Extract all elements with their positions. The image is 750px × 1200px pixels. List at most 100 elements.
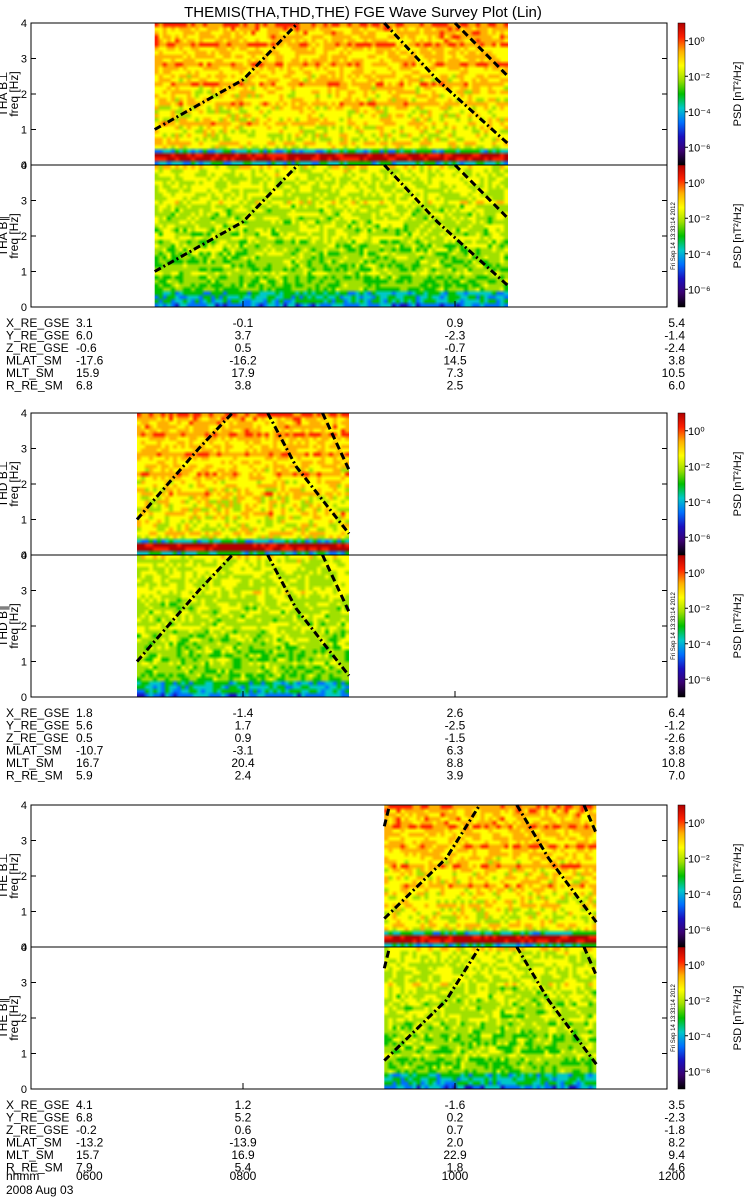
ephemeris-value: 3.5 xyxy=(668,1098,685,1112)
ephemeris-value: 2.5 xyxy=(447,379,464,393)
ephemeris-value: 15.9 xyxy=(76,366,100,380)
panel-label: THE B⊥ xyxy=(0,853,10,899)
ephemeris-value: 5.6 xyxy=(76,719,93,733)
ephemeris-value: -1.6 xyxy=(445,1098,466,1112)
ephemeris-value: 5.4 xyxy=(668,316,685,330)
freq-axis-label: freq [Hz] xyxy=(7,995,21,1040)
time-tick-label: 1200 xyxy=(658,1169,685,1183)
date-label: 2008 Aug 03 xyxy=(6,1183,74,1197)
model-frequency-curve xyxy=(383,21,510,145)
ephemeris-value: 1.8 xyxy=(447,1161,464,1175)
model-frequency-curve xyxy=(515,946,598,1066)
freq-tick-label: 2 xyxy=(21,871,27,883)
ephemeris-value: 5.9 xyxy=(76,769,93,783)
ephemeris-value: 14.5 xyxy=(443,354,467,368)
freq-tick-label: 2 xyxy=(21,231,27,243)
ephemeris-row-label: MLT_SM xyxy=(6,1148,54,1162)
colorbar-label: PSD [nT²/Hz] xyxy=(732,594,744,659)
ephemeris-value: 6.8 xyxy=(76,1111,93,1125)
time-tick-label: 0800 xyxy=(230,1169,257,1183)
freq-tick-label: 4 xyxy=(21,408,27,420)
ephemeris-value: -0.1 xyxy=(233,316,254,330)
freq-tick-label: 0 xyxy=(21,302,27,314)
ephemeris-row-label: MLAT_SM xyxy=(6,744,62,758)
model-frequency-curve xyxy=(266,412,351,535)
colorbar-tick-label: 10⁻² xyxy=(688,71,710,83)
freq-tick-label: 4 xyxy=(21,800,27,812)
ephemeris-value: 7.0 xyxy=(668,769,685,783)
panel-label: THA B∥ xyxy=(0,216,10,257)
freq-tick-label: 3 xyxy=(21,586,27,598)
ephemeris-value: 3.1 xyxy=(76,316,93,330)
freq-tick-label: 1 xyxy=(21,657,27,669)
ephemeris-value: -1.2 xyxy=(664,719,685,733)
ephemeris-value: 7.9 xyxy=(76,1161,93,1175)
ephemeris-value: 0.2 xyxy=(447,1111,464,1125)
ephemeris-value: -10.7 xyxy=(76,744,104,758)
ephemeris-row-label: Y_RE_GSE xyxy=(6,329,69,343)
ephemeris-value: 6.0 xyxy=(668,379,685,393)
colorbar-tick-label: 10⁰ xyxy=(688,818,705,830)
panel-label: THE B∥ xyxy=(0,997,10,1038)
ephemeris-value: 3.8 xyxy=(235,379,252,393)
ephemeris-row-label: X_RE_GSE xyxy=(6,316,69,330)
spectrogram-panel: 0 1 2 3 4 freq [Hz]THD B∥ 10⁰ 10⁻² 10⁻⁴ 10⁻⁶ PSD [… xyxy=(0,550,744,704)
ephemeris-value: 10.8 xyxy=(662,756,686,770)
freq-tick-label: 1 xyxy=(21,1049,27,1061)
colorbar-tick-label: 10⁻² xyxy=(688,995,710,1007)
spectrogram-panel: 0 1 2 3 4 freq [Hz]THA B⊥ 10⁰ 10⁻² 10⁻⁴ 10⁻⁶ PSD [… xyxy=(0,18,744,172)
model-frequency-curve xyxy=(582,804,598,834)
spectrogram-image xyxy=(154,23,508,165)
ephemeris-value: 2.0 xyxy=(447,1136,464,1150)
ephemeris-value: -1.8 xyxy=(664,1123,685,1137)
spectrogram-panel: 0 1 2 3 4 freq [Hz]THE B⊥ 10⁰ 10⁻² 10⁻⁴ 10⁻⁶ PSD [… xyxy=(0,800,744,954)
freq-tick-label: 3 xyxy=(21,196,27,208)
ephemeris-row-label: R_RE_SM xyxy=(6,379,63,393)
spectrogram-image xyxy=(137,555,349,697)
colorbar-tick-label: 10⁰ xyxy=(688,178,705,190)
colorbar-tick-label: 10⁻⁴ xyxy=(688,107,711,119)
ephemeris-value: 4.1 xyxy=(76,1098,93,1112)
colorbar xyxy=(677,804,686,948)
ephemeris-row-label: MLAT_SM xyxy=(6,1136,62,1150)
ephemeris-row-label: R_RE_SM xyxy=(6,1161,63,1175)
spectrogram-image xyxy=(384,805,597,947)
spectrogram-image xyxy=(154,165,508,307)
ephemeris-value: 1.2 xyxy=(235,1098,252,1112)
colorbar-tick-label: 10⁻⁶ xyxy=(688,142,711,154)
time-axis-label: hhmm xyxy=(6,1169,39,1183)
ephemeris-value: -0.7 xyxy=(445,341,466,355)
ephemeris-row-label: MLT_SM xyxy=(6,756,54,770)
ephemeris-value: -2.3 xyxy=(664,1111,685,1125)
panel-label: THD B⊥ xyxy=(0,461,10,507)
colorbar-tick-label: 10⁻² xyxy=(688,461,710,473)
colorbar-tick-label: 10⁰ xyxy=(688,960,705,972)
ephemeris-value: 16.7 xyxy=(76,756,100,770)
freq-tick-label: 1 xyxy=(21,515,27,527)
ephemeris-value: 1.8 xyxy=(76,706,93,720)
colorbar-label: PSD [nT²/Hz] xyxy=(732,62,744,127)
model-frequency-curve xyxy=(382,946,392,969)
colorbar xyxy=(677,22,686,166)
colorbar xyxy=(677,412,686,556)
ephemeris-value: 2.6 xyxy=(447,706,464,720)
freq-tick-label: 0 xyxy=(21,692,27,704)
ephemeris-row-label: R_RE_SM xyxy=(6,769,63,783)
freq-tick-label: 2 xyxy=(21,479,27,491)
colorbar-tick-label: 10⁻⁶ xyxy=(688,284,711,296)
ephemeris-value: -1.5 xyxy=(445,731,466,745)
colorbar-tick-label: 10⁻⁶ xyxy=(688,924,711,936)
ephemeris-value: 10.5 xyxy=(662,366,686,380)
ephemeris-value: -2.5 xyxy=(445,719,466,733)
ephemeris-value: 8.8 xyxy=(447,756,464,770)
freq-tick-label: 0 xyxy=(21,550,27,562)
freq-tick-label: 1 xyxy=(21,267,27,279)
ephemeris-value: -13.2 xyxy=(76,1136,104,1150)
ephemeris-value: 20.4 xyxy=(231,756,255,770)
freq-tick-label: 4 xyxy=(21,942,27,954)
ephemeris-value: 0.6 xyxy=(235,1123,252,1137)
freq-tick-label: 0 xyxy=(21,1084,27,1096)
